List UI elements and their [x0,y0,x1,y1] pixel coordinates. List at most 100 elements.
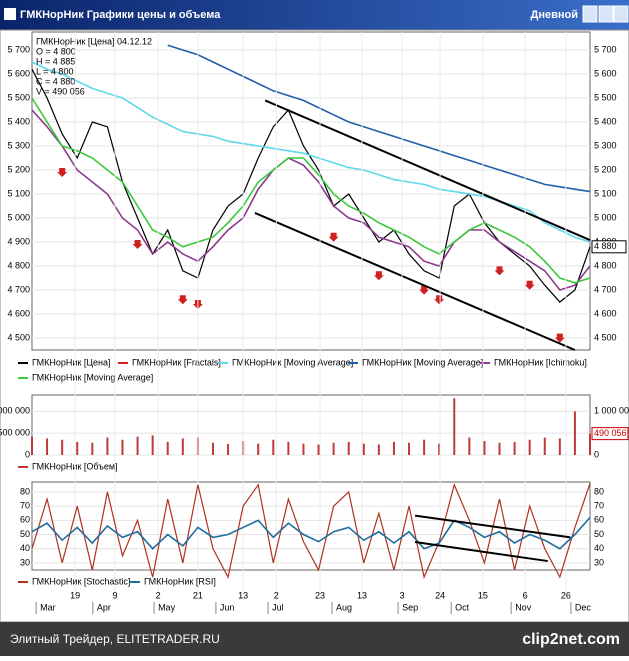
y-tick-label-right: 5 100 [594,188,617,198]
fractal-arrow [524,280,535,290]
info-line: O = 4 800 [36,46,76,56]
app-icon [4,8,16,20]
y-tick-label-right: 1 000 000 [594,406,629,416]
y-tick-label-right: 4 500 [594,332,617,342]
y-tick-label-right: 0 [594,449,599,459]
volume-bar [211,442,214,455]
legend-label: ГМКНорНик [Moving Average] [32,372,153,382]
x-tick-label: 2 [156,590,161,600]
y-tick-label-right: 5 000 [594,212,617,222]
legend-label: ГМКНорНик [Moving Average] [232,357,353,367]
period: Дневной [531,9,579,21]
y-tick-label-left: 1 000 000 [0,406,30,416]
y-tick-label-right: 50 [594,529,604,539]
y-tick-label-left: 30 [20,557,30,567]
volume-bar [61,439,64,455]
y-tick-label-left: 4 700 [7,284,30,294]
series-line [31,482,591,580]
x-tick-label: 24 [435,590,445,600]
month-label: Jun [220,602,235,612]
volume-bar [302,443,305,455]
x-tick-label: 21 [193,590,203,600]
trend-line [414,541,548,563]
legend-label: ГМКНорНик [RSI] [144,576,216,586]
volume-bar [181,438,184,455]
y-tick-label-left: 5 600 [7,68,30,78]
y-tick-label-right: 70 [594,501,604,511]
series-line [167,44,591,193]
month-label: Jul [272,602,284,612]
volume-bar [377,444,380,455]
series-line [31,109,591,291]
volume-bar [589,433,591,455]
last-price-label: 4 880 [594,241,617,251]
y-tick-label-right: 30 [594,557,604,567]
fractal-arrow [132,240,143,249]
maximize-button[interactable] [598,5,614,23]
series-line [31,516,591,550]
y-tick-label-left: 5 700 [7,44,30,54]
month-label: Aug [336,602,352,612]
y-tick-label-left: 5 500 [7,92,30,102]
fractal-arrow [373,271,384,281]
volume-bar [558,438,561,455]
y-tick-label-left: 5 100 [7,188,30,198]
y-tick-label-right: 4 700 [594,284,617,294]
volume-bar [438,443,441,455]
fractal-arrow [554,333,565,343]
series-line [31,97,591,284]
month-label: May [158,602,176,612]
x-tick-label: 26 [561,590,571,600]
x-tick-label: 6 [523,590,528,600]
legend-label: ГМКНорНик [Moving Average] [362,357,483,367]
fractal-arrow [419,285,430,295]
x-tick-label: 13 [238,590,248,600]
month-label: Sep [402,602,418,612]
volume-bar [91,442,94,455]
volume-bar [498,442,501,455]
window-title: ГМКНорНик Графики цены и объема [20,9,221,21]
y-tick-label-left: 4 800 [7,260,30,270]
volume-bar [392,441,395,455]
close-button[interactable] [613,5,629,23]
legend-label: ГМКНорНик [Fractals] [132,357,221,367]
y-tick-label-left: 70 [20,501,30,511]
fractal-arrow [328,232,339,242]
footer-right: clip2net.com [522,631,620,648]
volume-bar [347,441,350,455]
last-value-box [591,427,629,441]
volume-bar [468,437,471,455]
trend-line [414,514,571,539]
volume-bar [362,443,365,455]
volume-bar [76,441,79,455]
volume-bar [136,436,139,455]
title-bar: ГМКНорНик Графики цены и объема Дневной [0,0,629,30]
y-tick-label-right: 80 [594,486,604,496]
title-bar-bg [0,0,629,30]
chart-area [0,29,629,623]
volume-bar [46,438,49,455]
trend-line [264,99,591,241]
info-line: C = 4 880 [36,76,75,86]
y-tick-label-right: 5 600 [594,68,617,78]
volume-bar [121,439,124,455]
x-tick-label: 23 [315,590,325,600]
y-tick-label-right: 5 200 [594,164,617,174]
last-price-box [591,240,627,254]
x-tick-label: 3 [400,590,405,600]
volume-bar [573,411,576,455]
minimize-button[interactable] [582,5,598,23]
volume-bar [257,443,260,455]
volume-bar [272,439,275,455]
y-tick-label-right: 5 400 [594,116,617,126]
volume-bar [543,437,546,455]
fractal-arrow [494,266,505,276]
footer-left: Элитный Трейдер, ELITETRADER.RU [10,632,220,646]
x-tick-label: 19 [70,590,80,600]
y-tick-label-right: 40 [594,543,604,553]
x-tick-label: 15 [478,590,488,600]
y-tick-label-left: 0 [25,449,30,459]
y-tick-label-left: 5 200 [7,164,30,174]
volume-bar [166,441,169,455]
